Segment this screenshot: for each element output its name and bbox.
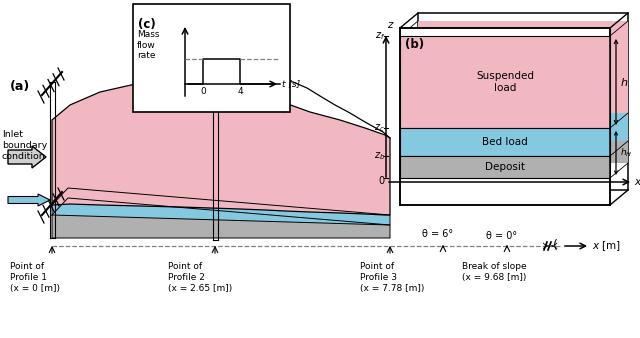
FancyArrow shape [8, 146, 46, 168]
Text: Point of
Profile 1
(x = 0 [m]): Point of Profile 1 (x = 0 [m]) [10, 262, 60, 293]
Text: $z_f$: $z_f$ [374, 30, 385, 42]
Polygon shape [400, 128, 610, 156]
Text: x: x [634, 177, 640, 187]
Text: θ = 0°: θ = 0° [486, 231, 518, 241]
Text: θ = 6°: θ = 6° [422, 229, 454, 239]
Text: Deposit: Deposit [485, 162, 525, 172]
FancyArrow shape [8, 194, 50, 206]
Polygon shape [418, 13, 628, 190]
Text: Break of slope
(x = 9.68 [m]): Break of slope (x = 9.68 [m]) [462, 262, 527, 282]
Polygon shape [400, 36, 610, 128]
Polygon shape [418, 21, 628, 113]
Polygon shape [418, 113, 628, 141]
Polygon shape [52, 188, 390, 225]
Text: $h_H$: $h_H$ [620, 147, 632, 159]
Text: Suspended
load: Suspended load [476, 71, 534, 93]
FancyBboxPatch shape [133, 4, 290, 112]
Text: Inlet
boundary
condition: Inlet boundary condition [2, 130, 47, 161]
Polygon shape [418, 141, 628, 163]
Text: $x$ [m]: $x$ [m] [592, 239, 621, 253]
Text: $z_c$: $z_c$ [374, 122, 385, 134]
Polygon shape [400, 156, 610, 178]
Text: $\mathsf{(}$: $\mathsf{(}$ [552, 238, 558, 252]
Text: (b): (b) [405, 38, 424, 51]
Text: (c): (c) [138, 18, 156, 31]
Text: 0: 0 [200, 87, 206, 96]
Text: (a): (a) [10, 80, 30, 93]
Text: $0$: $0$ [378, 174, 385, 186]
Polygon shape [400, 28, 610, 205]
Text: t [s]: t [s] [282, 79, 300, 89]
Polygon shape [52, 80, 390, 215]
Text: Bed load: Bed load [482, 137, 528, 147]
Text: $\succ\!\!\!\prec$: $\succ\!\!\!\prec$ [540, 241, 558, 251]
Text: z: z [387, 20, 392, 30]
Text: $h$: $h$ [620, 76, 628, 88]
Polygon shape [52, 198, 390, 238]
Text: 4: 4 [237, 87, 243, 96]
Text: Mass
flow
rate: Mass flow rate [137, 30, 159, 61]
Text: Point of
Profile 2
(x = 2.65 [m]): Point of Profile 2 (x = 2.65 [m]) [168, 262, 232, 293]
Text: $z_b$: $z_b$ [374, 150, 385, 162]
Text: Point of
Profile 3
(x = 7.78 [m]): Point of Profile 3 (x = 7.78 [m]) [360, 262, 424, 293]
